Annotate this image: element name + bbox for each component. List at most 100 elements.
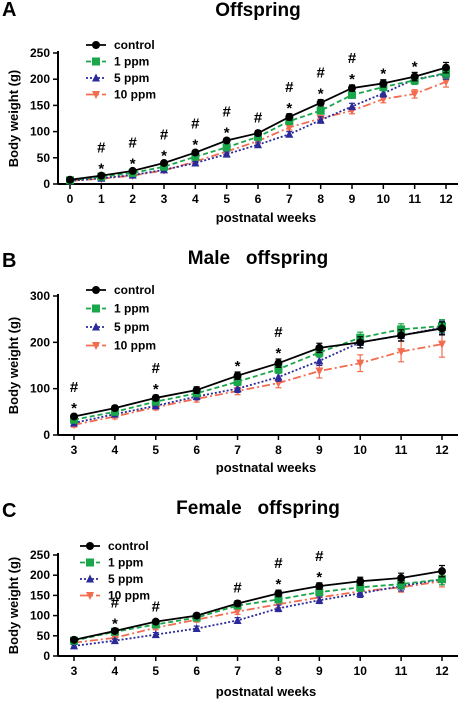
asterisk-mark: * [276, 345, 282, 362]
legend-label: 1 ppm [114, 55, 149, 69]
y-tick-label: 200 [30, 72, 50, 86]
data-point [70, 635, 78, 644]
data-point [222, 143, 231, 152]
series-line [73, 326, 443, 424]
legend-label: control [114, 38, 155, 52]
data-point [274, 595, 283, 604]
y-axis-label: Body weight (g) [6, 557, 21, 655]
x-tick-label: 7 [234, 443, 241, 457]
y-tick-label: 250 [30, 46, 50, 60]
legend-label: 5 ppm [108, 572, 143, 586]
x-tick-label: 11 [395, 664, 408, 678]
data-point [66, 175, 74, 184]
legend-label: 1 ppm [114, 302, 149, 316]
data-point [438, 575, 446, 584]
x-tick-label: 8 [317, 192, 324, 206]
data-point [70, 641, 78, 650]
panel-letter: A [2, 0, 16, 21]
data-point [442, 63, 450, 72]
legend-marker [92, 304, 100, 313]
x-axis-label: postnatal weeks [216, 210, 316, 225]
asterisk-mark: * [380, 66, 386, 83]
legend-marker [92, 342, 100, 350]
x-tick-label: 5 [152, 443, 159, 457]
y-tick-label: 200 [30, 335, 50, 349]
data-point [438, 340, 446, 349]
data-point [348, 90, 356, 99]
series-10-ppm [70, 575, 446, 648]
data-point [110, 404, 119, 413]
data-point [285, 117, 294, 126]
data-point [410, 72, 419, 81]
data-point [315, 343, 324, 352]
x-tick-label: 9 [316, 443, 323, 457]
x-tick-label: 12 [435, 664, 449, 678]
asterisk-mark: * [286, 100, 292, 117]
legend-label: 1 ppm [108, 556, 143, 570]
data-point [356, 588, 365, 597]
legend-item: 1 ppm [86, 55, 149, 69]
legend-label: control [114, 283, 155, 297]
data-point [233, 615, 242, 624]
x-tick-label: 7 [286, 192, 293, 206]
y-tick-label: 0 [43, 177, 50, 191]
y-tick-label: 300 [30, 289, 50, 303]
chart-panel-b: B Male offspring 0 100 200 300 3 4 5 6 7 8 9 10 11 12 po… [2, 248, 458, 475]
asterisk-mark: * [224, 124, 230, 141]
asterisk-mark: * [112, 615, 118, 632]
series-control [66, 61, 450, 184]
y-tick-label: 100 [30, 382, 50, 396]
x-tick-label: 8 [275, 664, 282, 678]
legend-item: control [86, 38, 155, 52]
series-control [70, 564, 446, 644]
legend-marker [92, 286, 100, 294]
data-point [233, 384, 242, 393]
hash-mark: # [348, 50, 357, 67]
legend-label: 10 ppm [108, 589, 150, 603]
y-tick-label: 250 [30, 548, 50, 562]
asterisk-mark: * [318, 86, 324, 103]
asterisk-mark: * [71, 400, 77, 417]
series-control [70, 321, 446, 421]
data-point [356, 338, 365, 347]
data-point [254, 140, 262, 149]
y-tick-label: 50 [37, 151, 51, 165]
legend-label: control [108, 539, 149, 553]
data-point [274, 365, 283, 374]
data-point [70, 412, 78, 421]
y-axis-label: Body weight (g) [6, 70, 21, 168]
x-tick-label: 12 [439, 192, 453, 206]
hash-mark: # [274, 324, 283, 341]
x-tick-label: 6 [193, 443, 200, 457]
x-tick-label: 7 [234, 664, 241, 678]
data-point [191, 158, 200, 167]
asterisk-mark: * [316, 569, 322, 586]
data-point [151, 630, 160, 639]
x-tick-label: 3 [71, 664, 78, 678]
data-point [315, 588, 324, 597]
asterisk-mark: * [349, 71, 355, 88]
data-point [222, 136, 231, 145]
hash-mark: # [152, 360, 161, 377]
asterisk-mark: * [412, 58, 418, 75]
legend-marker [92, 41, 100, 49]
x-tick-label: 10 [354, 664, 368, 678]
data-point [315, 367, 324, 376]
data-point [110, 636, 119, 645]
data-point [254, 129, 262, 138]
x-tick-label: 5 [152, 664, 159, 678]
data-point [151, 393, 160, 402]
data-point [397, 574, 406, 583]
data-point [315, 356, 324, 365]
data-point [233, 599, 242, 608]
legend-item: 5 ppm [80, 572, 143, 586]
data-point [192, 611, 201, 620]
data-point [315, 582, 324, 591]
x-axis-label: postnatal weeks [216, 460, 316, 475]
legend-item: 1 ppm [80, 556, 143, 570]
data-point [192, 386, 201, 395]
data-point [285, 123, 294, 132]
data-point [397, 348, 406, 357]
data-point [128, 166, 137, 175]
